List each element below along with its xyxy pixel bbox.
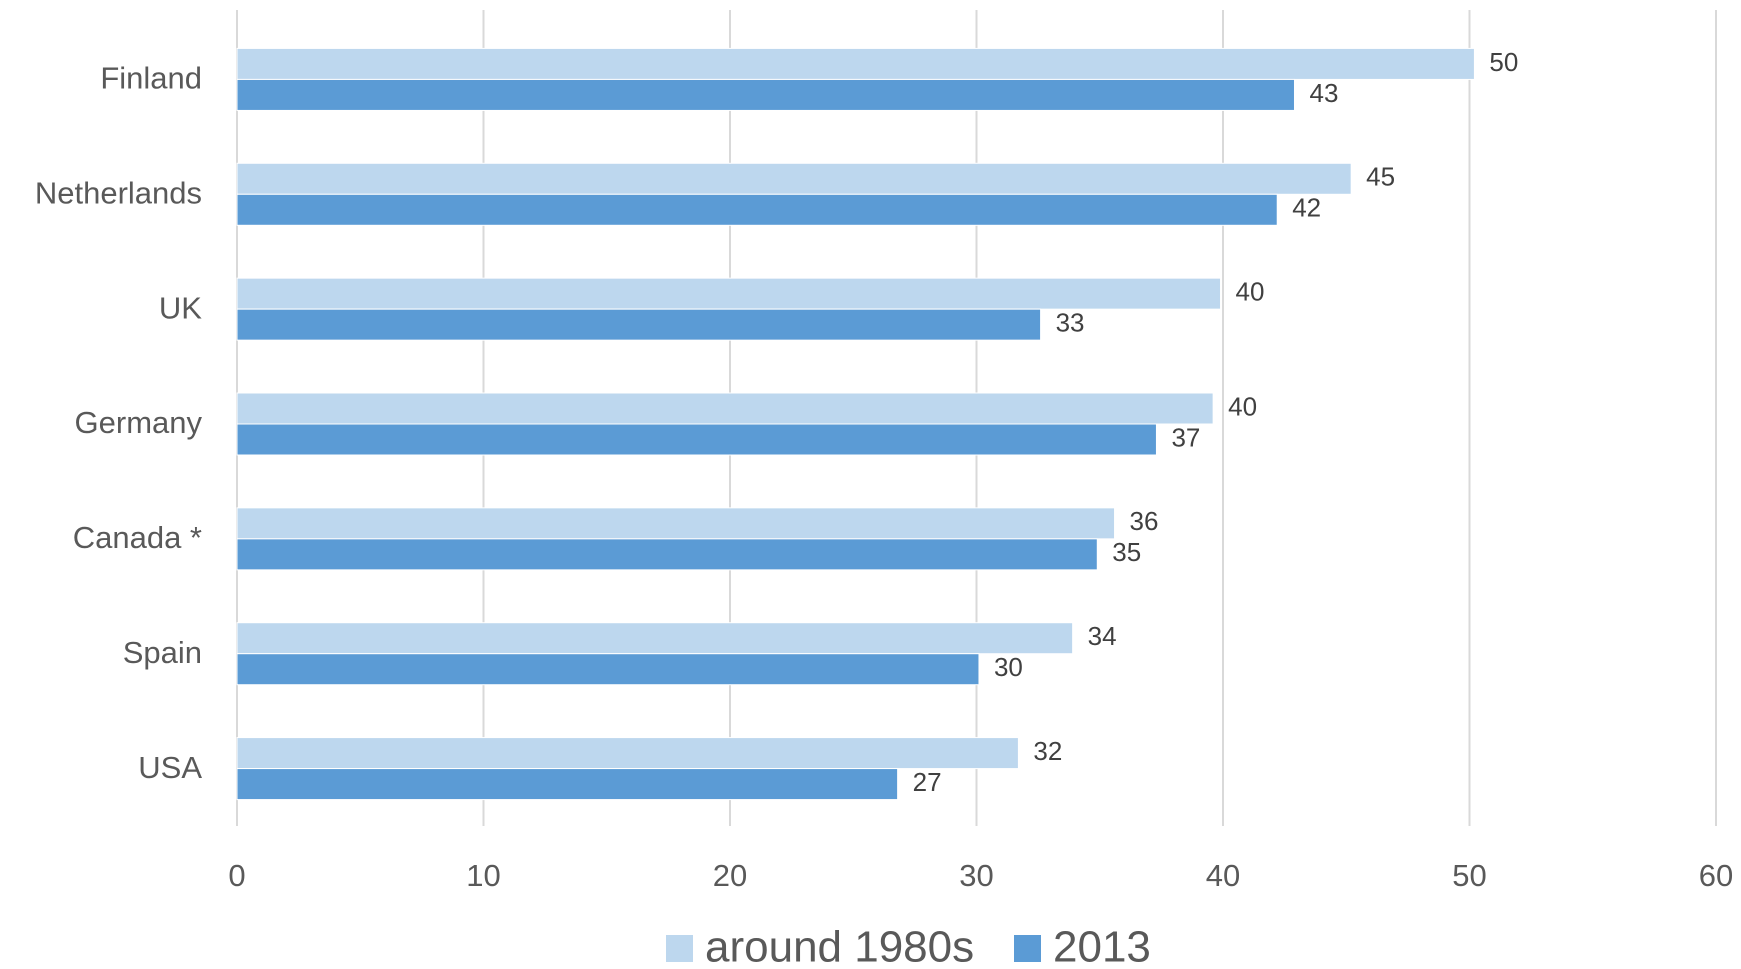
data-label: 36 [1130, 506, 1159, 536]
bar-around-1980s [236, 507, 1116, 540]
value-axis: 0 10 20 30 40 50 60 [228, 858, 1733, 893]
bar-around-1980s [236, 277, 1222, 310]
data-label: 33 [1056, 308, 1085, 338]
category-label: Canada * [73, 520, 202, 555]
category-axis: Finland Netherlands UK Germany Canada * Spain… [35, 61, 203, 785]
bars [236, 47, 1475, 801]
x-tick-label: 10 [466, 858, 500, 893]
legend-label: 2013 [1053, 923, 1151, 969]
x-tick-label: 30 [959, 858, 993, 893]
data-label: 30 [994, 652, 1023, 682]
bar-2013 [236, 193, 1278, 226]
data-label: 40 [1236, 277, 1265, 307]
x-tick-label: 20 [713, 858, 747, 893]
bar-2013 [236, 768, 899, 801]
data-label: 45 [1366, 162, 1395, 192]
legend-label: around 1980s [705, 923, 974, 969]
bar-2013 [236, 423, 1157, 456]
x-tick-label: 60 [1699, 858, 1733, 893]
bar-around-1980s [236, 737, 1019, 770]
bar-2013 [236, 78, 1295, 111]
bar-2013 [236, 538, 1098, 571]
legend-swatch [666, 935, 693, 962]
data-label: 34 [1088, 621, 1117, 651]
bar-2013 [236, 653, 980, 686]
data-label: 35 [1112, 537, 1141, 567]
legend: around 1980s 2013 [666, 923, 1151, 969]
data-label: 43 [1309, 78, 1338, 108]
data-label: 40 [1228, 391, 1257, 421]
bar-around-1980s [236, 162, 1352, 195]
bar-2013 [236, 308, 1042, 341]
category-label: Spain [123, 635, 202, 670]
category-label: Germany [75, 405, 203, 440]
bar-around-1980s [236, 622, 1074, 655]
category-label: USA [138, 750, 202, 785]
category-label: Netherlands [35, 175, 202, 210]
bar-around-1980s [236, 47, 1475, 80]
data-label: 27 [913, 767, 942, 797]
data-label: 37 [1171, 422, 1200, 452]
category-label: Finland [100, 61, 202, 96]
data-label: 50 [1489, 47, 1518, 77]
x-tick-label: 50 [1452, 858, 1486, 893]
x-tick-label: 40 [1206, 858, 1240, 893]
data-label: 42 [1292, 193, 1321, 223]
legend-swatch [1014, 935, 1041, 962]
bar-around-1980s [236, 392, 1214, 425]
data-label: 32 [1033, 736, 1062, 766]
category-label: UK [159, 290, 202, 325]
x-tick-label: 0 [228, 858, 245, 893]
